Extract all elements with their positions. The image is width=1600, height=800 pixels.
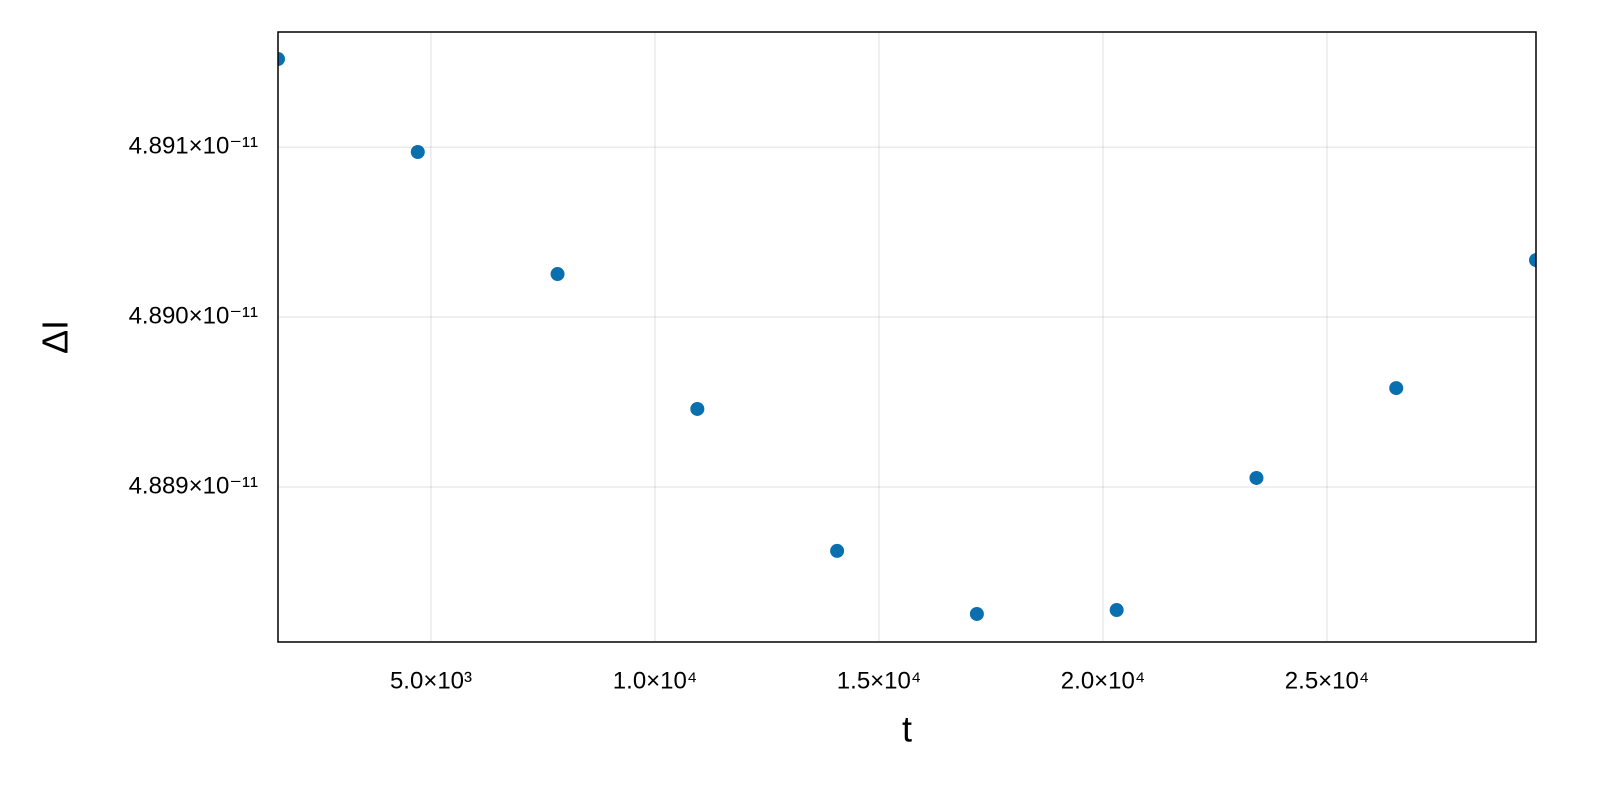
point	[278, 52, 285, 67]
point	[969, 606, 984, 621]
x-tick-label: 2.5×10⁴	[1285, 667, 1369, 694]
point	[830, 543, 845, 558]
grid	[278, 32, 1536, 642]
point	[410, 144, 425, 159]
plot-frame	[277, 31, 1537, 643]
y-tick-label: 4.891×10⁻¹¹	[129, 132, 258, 159]
point	[550, 267, 565, 282]
point	[1109, 603, 1124, 618]
x-tick-label: 2.0×10⁴	[1061, 667, 1145, 694]
point	[1389, 381, 1404, 396]
point	[690, 401, 705, 416]
x-tick-label: 1.5×10⁴	[837, 667, 921, 694]
marks	[278, 52, 1536, 621]
y-tick-label: 4.889×10⁻¹¹	[129, 472, 258, 499]
x-tick-label: 1.0×10⁴	[613, 667, 697, 694]
y-tick-label: 4.890×10⁻¹¹	[129, 302, 258, 329]
x-tick-label: 5.0×10³	[390, 667, 472, 694]
point	[1249, 470, 1264, 485]
point	[1529, 253, 1536, 268]
x-axis-label: t	[902, 709, 912, 750]
y-axis-label: ΔI	[35, 320, 76, 354]
